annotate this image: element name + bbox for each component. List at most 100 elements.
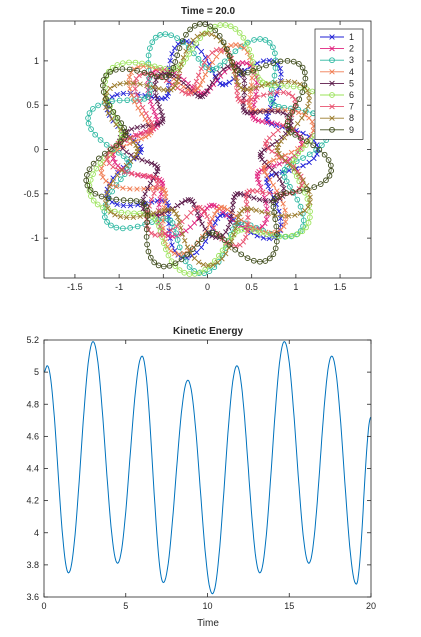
trajectory-point: [152, 171, 159, 178]
trajectory-point: [276, 176, 283, 182]
trajectory-point: [232, 225, 239, 232]
trajectory-point: [328, 167, 335, 174]
trajectory-point: [157, 232, 163, 238]
trajectory-point: [289, 109, 296, 115]
trajectory-point: [297, 84, 304, 91]
trajectory-point: [176, 267, 183, 273]
trajectory-point: [225, 63, 231, 70]
trajectory-point: [252, 109, 258, 116]
legend-label: 4: [349, 67, 354, 77]
trajectory-point: [284, 117, 291, 123]
trajectory-point: [180, 80, 187, 86]
trajectory-point: [296, 61, 302, 67]
trajectory-point: [157, 32, 163, 38]
trajectory-point: [226, 241, 233, 248]
trajectory-series-group: [83, 21, 335, 277]
trajectory-point: [198, 244, 205, 251]
trajectory-point: [302, 109, 309, 116]
trajectory-point: [295, 150, 302, 156]
trajectory-point: [134, 186, 140, 192]
trajectory-point: [179, 38, 186, 44]
trajectory-point: [100, 174, 106, 180]
legend-label: 9: [349, 125, 354, 135]
trajectory-point: [272, 216, 279, 223]
trajectory-point: [163, 74, 169, 80]
trajectory-point: [290, 83, 297, 90]
trajectory-point: [113, 196, 120, 203]
trajectory-series-5: [116, 62, 294, 241]
trajectory-point: [166, 72, 172, 79]
trajectory-line-9: [85, 23, 332, 267]
trajectory-point: [287, 183, 293, 190]
trajectory-point: [172, 82, 178, 89]
trajectory-chart-title: Time = 20.0: [181, 6, 235, 17]
y-tick-label: 1: [34, 56, 39, 66]
trajectory-point: [163, 246, 169, 253]
trajectory-point: [290, 58, 297, 65]
trajectory-point: [180, 59, 186, 66]
trajectory-point: [304, 88, 311, 94]
trajectory-point: [234, 88, 240, 94]
trajectory-point: [289, 232, 295, 239]
trajectory-point: [201, 59, 208, 66]
trajectory-point: [246, 46, 252, 53]
trajectory-point: [210, 66, 216, 73]
trajectory-point: [316, 146, 323, 153]
y-tick-label: 4.2: [26, 496, 39, 506]
trajectory-point: [300, 162, 306, 169]
trajectory-point: [241, 45, 247, 51]
trajectory-point: [123, 80, 130, 86]
trajectory-point: [228, 213, 235, 219]
trajectory-point: [145, 174, 152, 180]
trajectory-chart: Time = 20.0 -1.5 -1 -0.5 0 0.5 1 1.5 -1 -0.5 0 0.5…: [23, 6, 372, 292]
trajectory-point: [231, 232, 237, 238]
trajectory-point: [191, 22, 198, 29]
trajectory-point: [272, 50, 278, 57]
trajectory-point: [107, 209, 114, 215]
trajectory-point: [202, 71, 209, 78]
trajectory-point: [241, 77, 248, 84]
trajectory-point: [86, 110, 93, 116]
trajectory-point: [148, 160, 155, 167]
trajectory-point: [148, 230, 154, 237]
trajectory-point: [95, 102, 101, 109]
trajectory-point: [264, 114, 270, 120]
trajectory-point: [103, 104, 109, 111]
trajectory-point: [113, 224, 120, 231]
trajectory-point: [286, 114, 293, 121]
trajectory-point: [254, 188, 260, 194]
trajectory-point: [219, 236, 225, 242]
trajectory-point: [298, 146, 305, 153]
trajectory-point: [174, 35, 180, 41]
trajectory-point: [148, 94, 155, 100]
trajectory-point: [306, 151, 313, 158]
trajectory-point: [134, 132, 141, 139]
trajectory-point: [233, 213, 239, 219]
trajectory-point: [250, 67, 256, 74]
trajectory-point: [160, 263, 167, 270]
trajectory-point: [221, 237, 228, 244]
trajectory-point: [271, 163, 277, 169]
trajectory-point: [140, 63, 147, 69]
trajectory-point: [169, 51, 175, 57]
kinetic-energy-x-axis-label: Time: [197, 618, 219, 629]
trajectory-point: [158, 120, 164, 126]
trajectory-point: [198, 236, 205, 242]
legend-item-9: 9: [320, 125, 354, 135]
trajectory-point: [127, 202, 134, 209]
trajectory-point: [281, 223, 287, 230]
trajectory-point: [220, 39, 227, 46]
trajectory-point: [90, 171, 96, 178]
trajectory-point: [240, 72, 247, 78]
trajectory-point: [256, 196, 263, 203]
trajectory-point: [212, 220, 218, 226]
trajectory-point: [302, 142, 309, 148]
trajectory-point: [261, 147, 267, 153]
legend-label: 6: [349, 90, 354, 100]
trajectory-point: [118, 120, 125, 127]
x-tick-label: 1: [293, 282, 298, 292]
trajectory-point: [175, 73, 181, 80]
trajectory-point: [135, 172, 141, 178]
trajectory-line-3: [87, 33, 330, 274]
